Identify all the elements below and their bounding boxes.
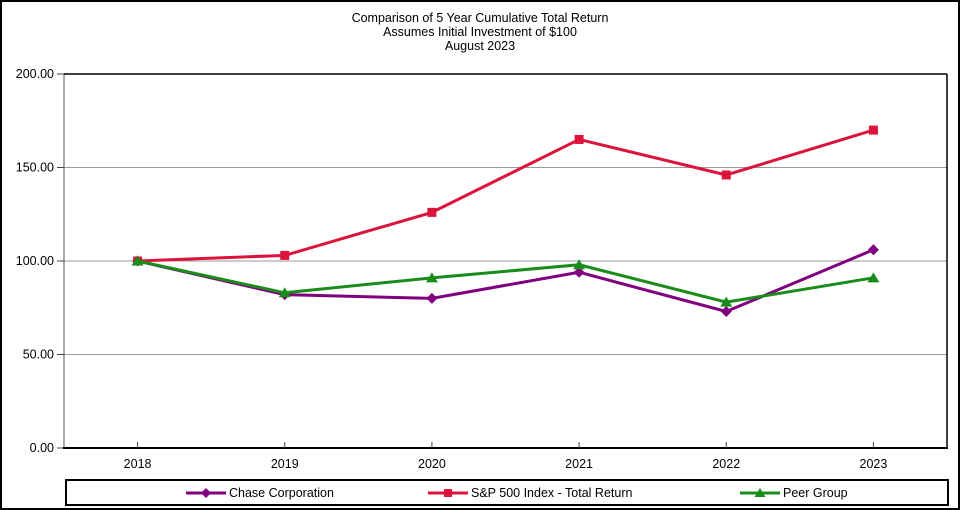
legend-label-chase-corporation: Chase Corporation <box>229 486 334 500</box>
legend-marker-peer-group <box>740 488 780 497</box>
x-axis-label: 2018 <box>124 457 152 471</box>
x-axis-label: 2020 <box>418 457 446 471</box>
x-axis-label: 2022 <box>712 457 740 471</box>
legend-item-chase-corporation: Chase Corporation <box>185 484 334 502</box>
diamond-marker <box>867 244 879 256</box>
triangle-marker <box>573 259 586 270</box>
diamond-marker <box>426 292 438 304</box>
x-axis-label: 2023 <box>860 457 888 471</box>
series-line-chase-corporation <box>136 248 875 313</box>
square-marker <box>721 170 731 180</box>
triangle-marker <box>754 488 766 497</box>
series-line-s-p-500-index-total-return <box>136 128 875 263</box>
triangle-marker <box>278 287 291 298</box>
legend-item-peer-group: Peer Group <box>739 484 848 502</box>
y-axis-label: 0.00 <box>30 441 54 455</box>
legend-label-peer-group: Peer Group <box>783 486 848 500</box>
square-marker <box>868 125 878 135</box>
y-axis-label: 100.00 <box>16 254 54 268</box>
chart-title-block: Comparison of 5 Year Cumulative Total Re… <box>2 11 958 53</box>
series-line-peer-group <box>136 259 875 304</box>
triangle-marker <box>425 272 438 283</box>
y-axis-label: 150.00 <box>16 161 54 175</box>
diamond-marker <box>573 266 585 278</box>
legend-item-sp500-total-return: S&P 500 Index - Total Return <box>427 484 632 502</box>
legend-marker-chase-corporation <box>186 488 226 498</box>
square-marker <box>574 134 584 144</box>
square-marker <box>427 207 437 217</box>
y-axis-label: 50.00 <box>23 348 54 362</box>
chart-legend: Chase Corporation S&P 500 Index - Total … <box>65 479 949 506</box>
chart-date-label: August 2023 <box>444 39 516 53</box>
y-axis-label: 200.00 <box>16 67 54 81</box>
chart-title: Comparison of 5 Year Cumulative Total Re… <box>351 11 609 25</box>
square-marker <box>280 250 290 260</box>
triangle-marker <box>131 255 144 266</box>
x-axis-label: 2021 <box>565 457 593 471</box>
square-marker <box>444 489 452 497</box>
legend-marker-sp500-total-return <box>428 489 468 497</box>
diamond-marker <box>201 488 211 498</box>
x-axis-label: 2019 <box>271 457 299 471</box>
triangle-marker <box>720 296 733 307</box>
triangle-marker <box>867 272 880 283</box>
diamond-marker <box>720 305 732 317</box>
chart-subtitle: Assumes Initial Investment of $100 <box>383 25 577 39</box>
legend-label-sp500-total-return: S&P 500 Index - Total Return <box>471 486 633 500</box>
